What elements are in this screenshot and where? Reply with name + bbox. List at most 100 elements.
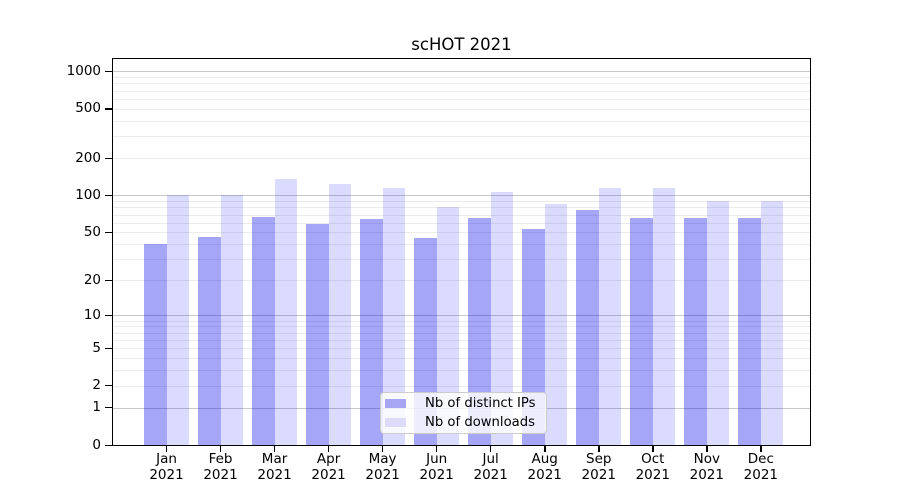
x-tick-jul — [490, 445, 492, 452]
x-tick-feb — [220, 445, 222, 452]
bar-downloads-mar — [274, 179, 298, 445]
gridline-minor-3 — [113, 370, 810, 372]
bar-downloads-may — [382, 187, 406, 445]
y-tick-label-100: 100 — [75, 186, 101, 203]
x-tick-sep — [598, 445, 600, 452]
gridline-minor-800 — [113, 83, 810, 85]
bar-downloads-oct — [652, 187, 676, 445]
legend-swatch-downloads — [385, 418, 406, 427]
gridline-minor-60 — [113, 222, 810, 224]
gridline-major-100 — [113, 195, 810, 197]
gridline-minor-20 — [113, 280, 810, 282]
y-tick-label-200: 200 — [75, 149, 101, 166]
bar-distinct-ips-aug — [522, 229, 545, 445]
x-tick-label-feb: Feb 2021 — [203, 451, 238, 483]
y-tick-label-1: 1 — [92, 399, 101, 416]
y-tick-label-20: 20 — [83, 271, 101, 288]
x-tick-nov — [706, 445, 708, 452]
gridline-minor-900 — [113, 77, 810, 79]
bar-distinct-ips-may — [360, 219, 383, 445]
gridline-minor-6 — [113, 339, 810, 341]
bar-distinct-ips-mar — [252, 216, 275, 445]
y-tick-label-5: 5 — [92, 339, 101, 356]
bar-downloads-aug — [544, 203, 568, 445]
x-tick-dec — [760, 445, 762, 452]
bar-distinct-ips-feb — [198, 236, 221, 445]
y-tick-100 — [105, 194, 113, 197]
legend-label-downloads: Nb of downloads — [425, 415, 535, 430]
y-tick-1 — [105, 407, 113, 409]
gridline-minor-40 — [113, 244, 810, 246]
x-tick-mar — [274, 445, 276, 452]
y-tick-10 — [105, 314, 113, 317]
gridline-minor-30 — [113, 259, 810, 261]
x-tick-label-nov: Nov 2021 — [689, 451, 724, 483]
gridline-minor-80 — [113, 207, 810, 209]
y-tick-2 — [105, 385, 113, 387]
gridline-minor-700 — [113, 90, 810, 92]
gridline-minor-2 — [113, 385, 810, 387]
y-tick-200 — [105, 157, 113, 160]
bar-distinct-ips-jan — [144, 244, 167, 445]
x-tick-jun — [436, 445, 438, 452]
y-tick-label-500: 500 — [75, 100, 101, 117]
gridline-minor-200 — [113, 158, 810, 160]
y-tick-5 — [105, 347, 113, 349]
y-tick-label-10: 10 — [83, 306, 101, 323]
gridline-major-10 — [113, 315, 810, 317]
gridline-minor-600 — [113, 99, 810, 101]
y-tick-50 — [105, 231, 113, 234]
y-tick-20 — [105, 279, 113, 282]
x-tick-label-sep: Sep 2021 — [581, 451, 616, 483]
bar-downloads-apr — [328, 183, 352, 445]
x-tick-apr — [328, 445, 330, 452]
legend-item-downloads: Nb of downloads — [385, 415, 546, 430]
plot-area — [113, 59, 810, 445]
y-tick-label-2: 2 — [92, 377, 101, 394]
y-tick-1000 — [105, 70, 113, 73]
x-tick-label-mar: Mar 2021 — [257, 451, 292, 483]
bar-downloads-feb — [220, 194, 244, 445]
gridline-minor-4 — [113, 357, 810, 359]
x-tick-label-dec: Dec 2021 — [743, 451, 778, 483]
x-tick-label-may: May 2021 — [365, 451, 400, 483]
chart-title: scHOT 2021 — [411, 35, 512, 54]
legend-label-distinct-ips: Nb of distinct IPs — [425, 396, 536, 411]
x-tick-label-apr: Apr 2021 — [311, 451, 346, 483]
legend: Nb of distinct IPs Nb of downloads — [380, 392, 547, 434]
x-tick-aug — [544, 445, 546, 452]
y-tick-0 — [105, 444, 113, 446]
bar-downloads-dec — [760, 201, 784, 445]
bar-downloads-jul — [490, 192, 514, 445]
x-tick-label-oct: Oct 2021 — [635, 451, 670, 483]
gridline-minor-90 — [113, 201, 810, 203]
x-tick-may — [382, 445, 384, 452]
bar-distinct-ips-sep — [576, 210, 599, 445]
x-tick-label-jul: Jul 2021 — [473, 451, 508, 483]
legend-item-distinct-ips: Nb of distinct IPs — [385, 396, 546, 411]
gridline-minor-8 — [113, 326, 810, 328]
gridline-minor-300 — [113, 136, 810, 138]
gridline-minor-500 — [113, 108, 810, 110]
gridline-minor-70 — [113, 214, 810, 216]
y-tick-label-1000: 1000 — [66, 62, 101, 79]
x-tick-oct — [652, 445, 654, 452]
bar-distinct-ips-dec — [738, 218, 761, 445]
bar-distinct-ips-jul — [468, 217, 491, 445]
x-tick-label-jan: Jan 2021 — [149, 451, 184, 483]
gridline-minor-7 — [113, 332, 810, 334]
gridline-minor-9 — [113, 320, 810, 322]
gridline-minor-50 — [113, 232, 810, 234]
y-tick-label-0: 0 — [92, 436, 101, 453]
gridline-minor-5 — [113, 348, 810, 350]
x-tick-label-aug: Aug 2021 — [527, 451, 562, 483]
y-tick-label-50: 50 — [83, 223, 101, 240]
bar-downloads-nov — [706, 201, 730, 445]
bar-downloads-jan — [166, 195, 189, 445]
gridline-major-1000 — [113, 71, 810, 73]
bar-distinct-ips-nov — [684, 217, 707, 445]
gridline-minor-400 — [113, 120, 810, 122]
x-tick-label-jun: Jun 2021 — [419, 451, 454, 483]
legend-swatch-distinct-ips — [385, 399, 406, 408]
